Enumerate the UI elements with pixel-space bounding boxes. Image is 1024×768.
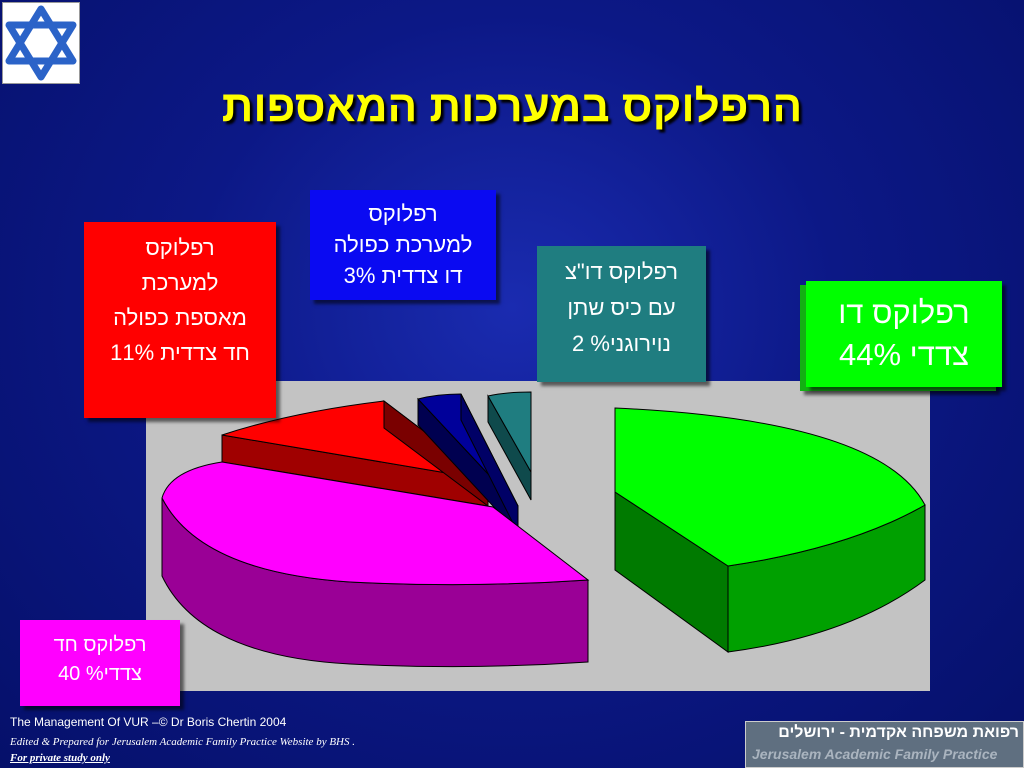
data-label-line: חד צדדית 11% [110, 340, 250, 365]
data-label-line: למערכת [141, 270, 219, 295]
footer-credit: Edited & Prepared for Jerusalem Academic… [10, 736, 355, 748]
data-label-line: דו צדדית 3% [343, 263, 463, 288]
star-of-david-icon [5, 5, 77, 81]
banner-hebrew: רפואת משפחה אקדמית - ירושלים [778, 724, 1019, 741]
data-label-line: למערכת כפולה [333, 232, 473, 257]
logo [2, 2, 80, 84]
pie-slice-navy [417, 393, 519, 535]
pie-slice-magenta [161, 461, 590, 668]
footer-notice: For private study only [10, 752, 110, 764]
pie-slice-green [614, 407, 926, 653]
data-label-line: צדדי% 40 [58, 663, 142, 685]
data-label-line: רפלוקס דו"צ [564, 259, 679, 284]
data-label-line: צדדי 44% [839, 337, 969, 372]
data-label-line: רפלוקס [368, 201, 438, 226]
data-label-neurogenic: רפלוקס דו"צ עם כיס שתן נוירוגני% 2 [537, 246, 706, 382]
data-label-line: רפלוקס חד [53, 634, 147, 656]
data-label-unilateral: רפלוקס חד צדדי% 40 [20, 620, 180, 706]
data-label-line: נוירוגני% 2 [572, 331, 671, 356]
footer-copyright: The Management Of VUR –© Dr Boris Cherti… [10, 715, 287, 729]
data-label-bilateral: רפלוקס דו צדדי 44% [806, 281, 1002, 387]
data-label-unilateral-duplex: רפלוקס למערכת מאספת כפולה חד צדדית 11% [84, 222, 276, 418]
data-label-line: רפלוקס [145, 235, 215, 260]
data-label-line: עם כיס שתן [567, 295, 676, 320]
data-label-line: מאספת כפולה [113, 305, 247, 330]
slide-title: הרפלוקס במערכות המאספות [221, 82, 803, 131]
pie-slice-teal [487, 391, 532, 501]
jafp-banner: רפואת משפחה אקדמית - ירושלים Jerusalem A… [745, 721, 1024, 768]
data-label-bilateral-duplex: רפלוקס למערכת כפולה דו צדדית 3% [310, 190, 496, 300]
data-label-line: רפלוקס דו [838, 295, 970, 330]
banner-english: Jerusalem Academic Family Practice [752, 746, 998, 762]
